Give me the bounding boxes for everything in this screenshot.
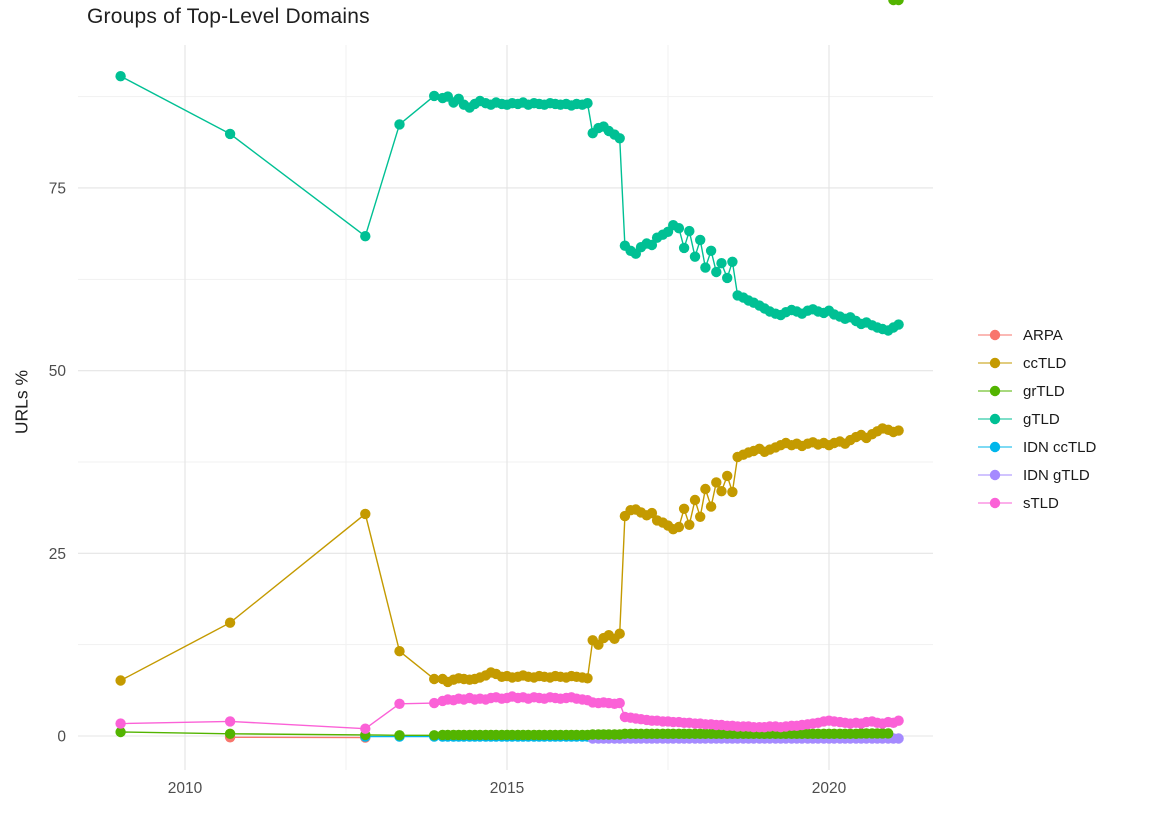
data-point — [224, 128, 236, 140]
y-tick-label: 50 — [49, 363, 67, 380]
data-point — [394, 119, 405, 130]
data-point — [115, 675, 126, 686]
data-point — [711, 477, 722, 488]
legend-key-icon — [978, 357, 1012, 369]
legend-entry: gTLD — [977, 405, 1096, 433]
legend-entry: ARPA — [977, 321, 1096, 349]
data-point — [727, 486, 738, 498]
data-point — [893, 0, 904, 6]
data-point — [678, 242, 690, 254]
data-point — [716, 258, 727, 269]
gridlines — [78, 45, 933, 770]
data-point — [722, 470, 733, 482]
data-point — [700, 483, 711, 495]
data-point — [394, 646, 405, 657]
legend-entry: IDN ccTLD — [977, 433, 1096, 461]
series-sTLD — [115, 691, 904, 734]
data-point — [115, 726, 126, 738]
data-point — [695, 511, 706, 522]
axis-tick-labels: 0 25 50 75 2010 2015 2020 — [49, 180, 847, 797]
legend-key-icon — [978, 385, 1012, 397]
data-point — [360, 231, 371, 242]
data-point — [429, 90, 440, 102]
data-point — [429, 730, 440, 741]
legend-key-icon — [978, 329, 1012, 341]
data-point — [394, 730, 405, 741]
legend-label: sTLD — [1023, 494, 1059, 512]
data-point — [689, 251, 701, 262]
y-tick-label: 25 — [49, 546, 66, 563]
data-point — [695, 234, 706, 246]
series-gTLD — [115, 71, 904, 336]
data-point — [115, 71, 126, 82]
data-point — [727, 256, 738, 267]
data-point — [394, 698, 405, 709]
legend-label: ARPA — [1023, 326, 1063, 344]
data-point — [893, 733, 904, 744]
data-point — [689, 494, 701, 506]
data-point — [224, 716, 236, 727]
y-tick-label: 0 — [57, 729, 66, 746]
data-point — [705, 501, 717, 512]
legend-key-icon — [978, 441, 1012, 453]
legend-entry: IDN gTLD — [977, 461, 1096, 489]
legend-label: IDN gTLD — [1023, 466, 1090, 484]
data-point — [700, 262, 711, 273]
x-tick-label: 2015 — [490, 780, 524, 797]
legend-key-icon — [978, 469, 1012, 481]
series-grTLD — [115, 0, 904, 741]
data-point — [224, 617, 236, 628]
data-point — [684, 225, 695, 237]
legend-label: IDN ccTLD — [1023, 438, 1097, 456]
data-point — [678, 503, 690, 514]
legend-key-icon — [978, 413, 1012, 425]
data-point — [582, 98, 593, 109]
y-tick-label: 75 — [49, 180, 66, 197]
data-point — [705, 245, 717, 256]
legend-entry: grTLD — [977, 377, 1096, 405]
data-point — [893, 715, 904, 726]
data-point — [893, 319, 904, 330]
data-point — [646, 239, 658, 251]
legend-label: ccTLD — [1023, 354, 1067, 372]
chart-title: Groups of Top-Level Domains — [87, 5, 370, 28]
data-point — [883, 728, 894, 739]
legend-key-icon — [978, 497, 1012, 509]
data-point — [673, 521, 685, 533]
data-point — [429, 673, 440, 685]
legend-entry: sTLD — [977, 489, 1096, 517]
legend-label: grTLD — [1023, 382, 1065, 400]
data-point — [115, 718, 126, 729]
data-point — [722, 272, 733, 284]
legend-entry: ccTLD — [977, 349, 1096, 377]
data-point — [582, 673, 593, 684]
data-point — [429, 697, 440, 709]
data-point — [711, 266, 722, 278]
data-point — [614, 133, 625, 144]
data-point — [614, 697, 625, 709]
legend-label: gTLD — [1023, 410, 1060, 428]
data-point — [684, 519, 695, 530]
data-point — [614, 628, 625, 639]
data-point — [716, 486, 727, 497]
data-point — [893, 425, 904, 436]
x-tick-label: 2010 — [168, 780, 203, 797]
data-point — [360, 723, 371, 734]
data-point — [646, 507, 658, 519]
data-point — [673, 223, 685, 234]
data-point — [224, 728, 236, 739]
x-tick-label: 2020 — [812, 780, 847, 797]
series-ccTLD — [115, 423, 904, 688]
legend: ARPA ccTLD grTLD gTLD IDN ccTLD IDN gTLD sTLD — [977, 321, 1096, 517]
data-point — [360, 508, 371, 520]
